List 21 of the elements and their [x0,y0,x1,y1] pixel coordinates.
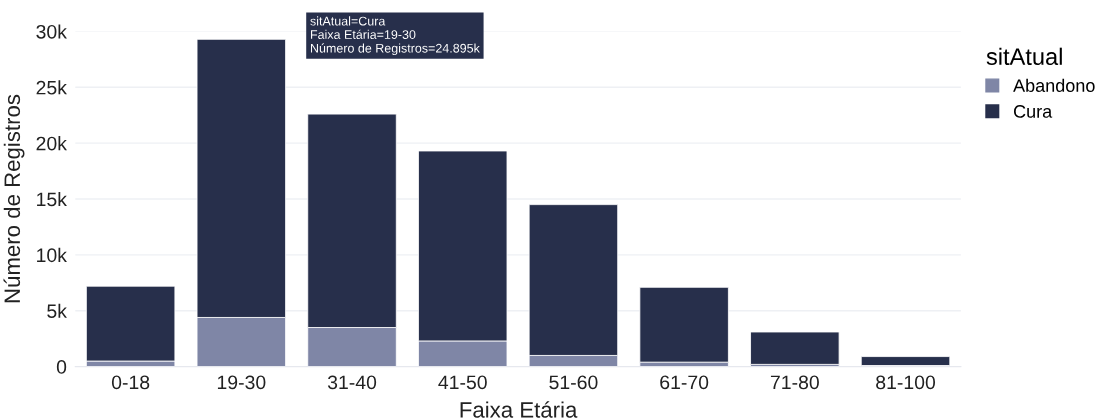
x-tick-label: 51-60 [549,375,598,390]
x-tick-label: 31-40 [327,375,377,390]
x-tick-label: 0-18 [111,375,150,390]
x-tick-label: 61-70 [660,375,709,390]
annotation: sitAtual=Cura Faixa Etária=19-30 Número de Registros=24.895k [310,16,480,56]
x-tick-label: 41-50 [438,375,487,390]
x-tick-label: 81-100 [876,375,936,390]
legend-label: Abandono [1013,78,1095,92]
y-tick-label: 15k [37,191,67,207]
y-tick-label: 25k [36,80,67,95]
legend-title: sitAtual [986,47,1062,66]
y-tick-label: 10k [37,247,67,263]
y-tick-label: 30k [36,24,67,39]
y-tick-label: 0 [56,360,67,374]
y-tick-label: 5k [47,303,67,318]
legend-label: Cura [1013,105,1053,118]
y-axis-title: Número de Registros [3,94,25,303]
x-tick-label: 19-30 [217,375,266,390]
y-tick-label: 20k [36,136,67,151]
x-axis-title: Faixa Etária [460,401,578,418]
x-tick-label: 71-80 [770,375,819,390]
